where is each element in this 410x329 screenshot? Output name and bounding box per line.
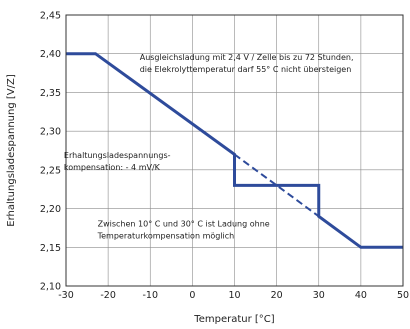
annotations: Ausgleichsladung mit 2,4 V / Zelle bis z… [64, 53, 354, 240]
y-tick-label: 2,25 [40, 165, 61, 176]
annotation-text: die Elekrolyttemperatur darf 55° C nicht… [140, 65, 352, 74]
x-tick-label: 50 [397, 290, 409, 301]
y-tick-label: 2,10 [40, 282, 61, 293]
series-group [66, 52, 403, 249]
x-tick-labels: -30 -20 -10 0 10 20 30 40 50 [58, 290, 409, 301]
y-tick-label: 2,45 [40, 11, 61, 22]
x-tick-label: -10 [142, 290, 158, 301]
y-axis-title: Erhaltungsladespannung [V/Z] [6, 74, 17, 227]
x-tick-label: 10 [228, 290, 240, 301]
y-tick-label: 2,15 [40, 243, 61, 254]
x-tick-label: 0 [189, 290, 195, 301]
x-axis-title: Temperatur [°C] [193, 314, 274, 325]
y-tick-label: 2,35 [40, 88, 61, 99]
x-tick-label: 30 [313, 290, 325, 301]
y-tick-label: 2,20 [40, 204, 61, 215]
plot-frame [65, 14, 404, 287]
x-tick-label: 40 [355, 290, 367, 301]
annotation-text: Erhaltungsladespannungs- [64, 151, 171, 160]
series-line-solid [66, 52, 403, 249]
series-line-dashed [233, 153, 320, 218]
x-tick-label: -30 [58, 290, 74, 301]
y-tick-label: 2,30 [40, 127, 61, 138]
annotation-text: Temperaturkompensation möglich [97, 231, 235, 240]
y-tick-label: 2,40 [40, 49, 61, 60]
annotation-text: Zwischen 10° C und 30° C ist Ladung ohne [98, 219, 270, 228]
annotation-text: Ausgleichsladung mit 2,4 V / Zelle bis z… [140, 53, 354, 62]
y-tick-labels: 2,10 2,15 2,20 2,25 2,30 2,35 2,40 2,45 [40, 11, 61, 293]
x-tick-label: -20 [100, 290, 116, 301]
x-tick-label: 20 [271, 290, 283, 301]
annotation-text: kompensation: - 4 mV/K [64, 163, 161, 172]
